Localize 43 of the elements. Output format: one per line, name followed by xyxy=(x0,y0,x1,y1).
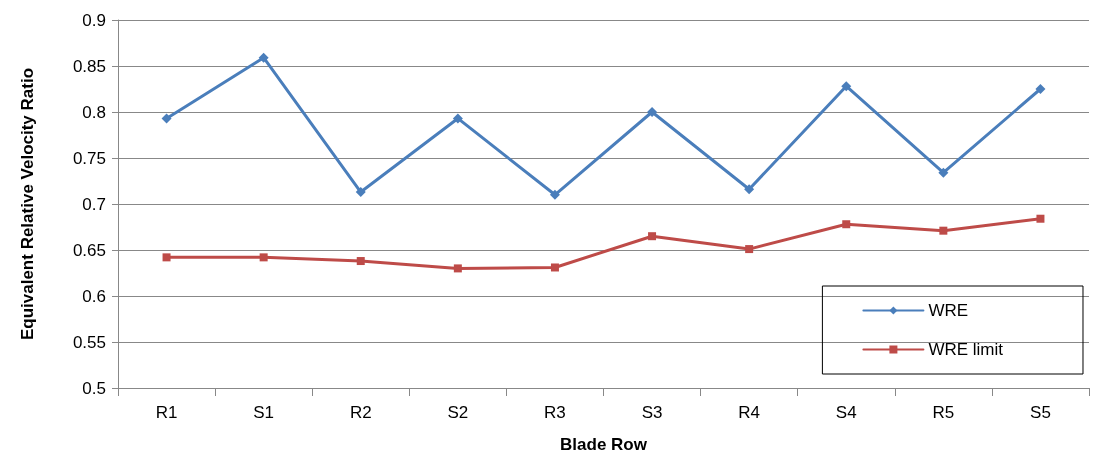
point xyxy=(549,189,560,200)
x-tick-label: R1 xyxy=(155,403,178,422)
y-tick-label: 0.55 xyxy=(72,332,106,352)
point xyxy=(648,232,657,241)
point xyxy=(938,167,949,178)
point xyxy=(356,257,365,266)
point xyxy=(452,113,463,124)
point xyxy=(162,253,171,262)
point xyxy=(453,264,462,273)
x-tick-label: S4 xyxy=(835,403,857,422)
point xyxy=(355,187,366,198)
point xyxy=(258,52,269,63)
point xyxy=(842,220,851,229)
point xyxy=(744,184,755,195)
y-tick-label: 0.5 xyxy=(82,378,106,398)
y-axis-title: Equivalent Relative Velocity Ratio xyxy=(18,67,37,341)
x-tick-label: R4 xyxy=(738,403,761,422)
x-axis-title: Blade Row xyxy=(560,435,648,454)
x-tick-label: S2 xyxy=(447,403,469,422)
x-tick-label: S5 xyxy=(1030,403,1051,422)
y-tick-label: 0.7 xyxy=(82,194,106,214)
point xyxy=(161,113,172,124)
y-tick-label: 0.8 xyxy=(82,102,106,122)
x-tick-label: R2 xyxy=(349,403,372,422)
point xyxy=(1035,84,1046,94)
point xyxy=(939,226,948,235)
point xyxy=(1036,214,1045,223)
point xyxy=(745,245,754,254)
legend-label: WRE limit xyxy=(928,340,1004,359)
x-tick-label: R5 xyxy=(932,403,955,422)
point xyxy=(550,263,559,272)
x-tick-label: S1 xyxy=(253,403,275,422)
legend-label: WRE xyxy=(928,301,969,320)
y-tick-label: 0.65 xyxy=(72,240,106,260)
x-tick-label: R3 xyxy=(544,403,566,422)
y-tick-label: 0.75 xyxy=(72,148,106,168)
y-tick-label: 0.85 xyxy=(72,56,106,76)
point xyxy=(647,107,658,117)
point xyxy=(841,81,852,92)
x-tick-label: S3 xyxy=(641,403,663,422)
y-tick-label: 0.9 xyxy=(82,10,106,30)
point xyxy=(259,253,268,262)
y-tick-label: 0.6 xyxy=(82,286,106,306)
